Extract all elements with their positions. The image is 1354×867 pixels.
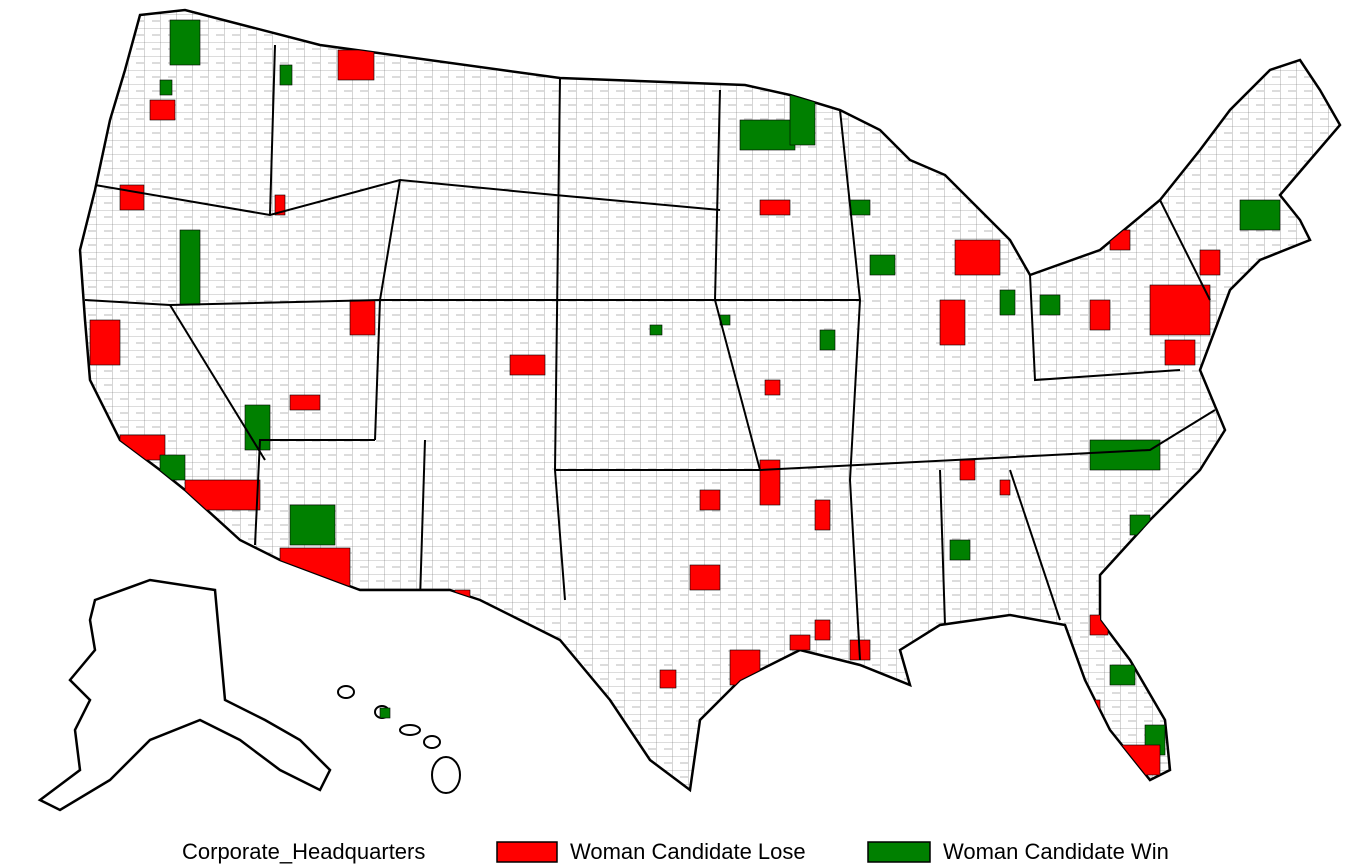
county: [649, 324, 663, 336]
county: [89, 319, 121, 366]
alaska: [37, 578, 332, 812]
county: [659, 669, 677, 689]
county: [764, 379, 781, 396]
county: [849, 199, 871, 216]
county: [954, 239, 1001, 276]
county: [1084, 699, 1101, 731]
county: [184, 479, 261, 511]
county: [759, 459, 781, 506]
county: [814, 619, 831, 641]
county: [739, 119, 796, 151]
county: [1039, 294, 1061, 316]
county: [1169, 119, 1186, 161]
county: [159, 79, 173, 96]
county: [819, 329, 836, 351]
county: [1109, 664, 1136, 686]
county: [454, 589, 471, 606]
legend-label: Woman Candidate Win: [943, 839, 1169, 864]
county: [279, 64, 293, 86]
state-borders: [84, 44, 1216, 661]
county: [999, 479, 1011, 496]
county: [1119, 744, 1161, 776]
county: [119, 434, 166, 461]
county: [1149, 284, 1211, 336]
county: [349, 299, 376, 336]
county: [169, 19, 201, 66]
county: [244, 404, 271, 451]
contiguous-us: [78, 8, 1342, 793]
county: [279, 547, 351, 587]
county: [869, 254, 896, 276]
county: [379, 707, 391, 719]
county: [699, 489, 721, 511]
hawaii: [337, 685, 461, 794]
county: [509, 354, 546, 376]
county: [999, 289, 1016, 316]
legend: Corporate_Headquarters Woman Candidate L…: [182, 839, 1169, 864]
county: [814, 499, 831, 531]
county: [149, 99, 176, 121]
county: [689, 564, 721, 591]
county: [949, 539, 971, 561]
county: [289, 394, 321, 411]
county: [179, 229, 201, 306]
county: [1089, 439, 1161, 471]
county: [119, 184, 145, 211]
legend-label: Woman Candidate Lose: [570, 839, 806, 864]
county: [1089, 299, 1111, 331]
county: [289, 504, 336, 546]
county: [789, 94, 816, 146]
county: [159, 454, 186, 481]
county: [729, 649, 761, 686]
county: [1199, 249, 1221, 276]
legend-swatch: [867, 841, 931, 863]
county: [274, 194, 286, 216]
legend-swatch: [496, 841, 558, 863]
county: [1164, 339, 1196, 366]
county: [939, 299, 966, 346]
county: [337, 49, 375, 81]
county: [759, 199, 791, 216]
county: [1239, 199, 1281, 231]
legend-title: Corporate_Headquarters: [182, 839, 425, 864]
county: [789, 634, 811, 651]
county: [959, 459, 976, 481]
